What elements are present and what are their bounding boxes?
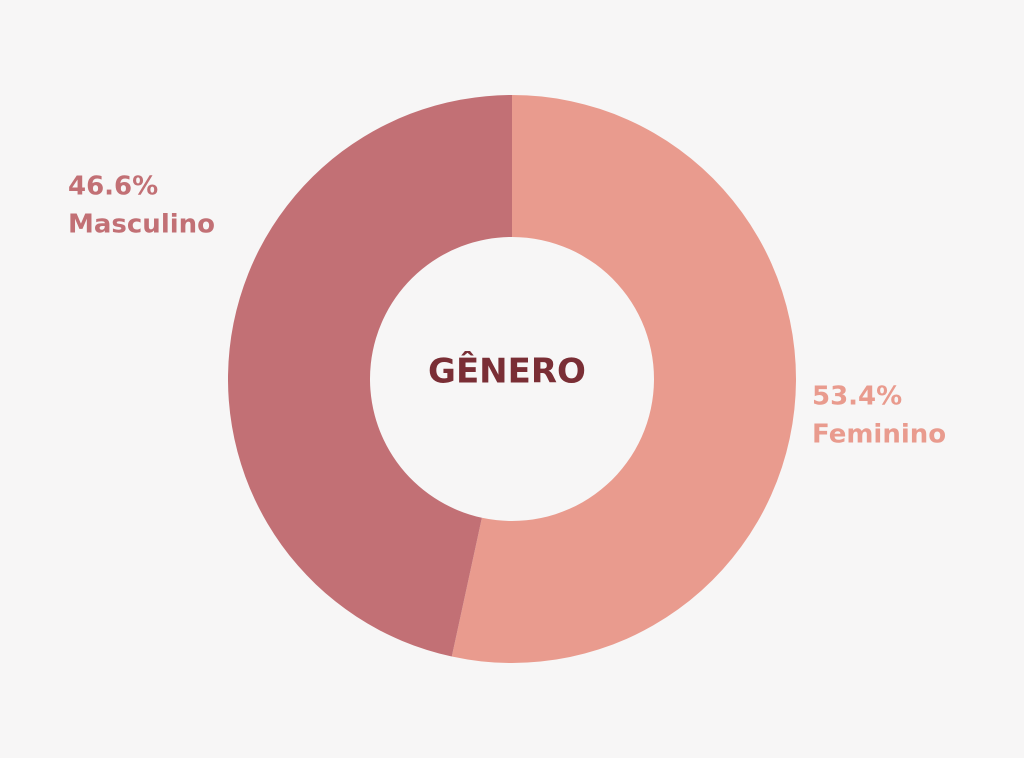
- value-label: 46.6%: [68, 172, 158, 202]
- donut: [228, 95, 797, 664]
- category-label: Feminino: [812, 420, 946, 450]
- slice: [451, 95, 797, 664]
- slice: [228, 95, 513, 657]
- value-label: 53.4%: [812, 382, 902, 412]
- chart-title: GÊNERO: [428, 351, 586, 392]
- category-label: Masculino: [68, 210, 215, 240]
